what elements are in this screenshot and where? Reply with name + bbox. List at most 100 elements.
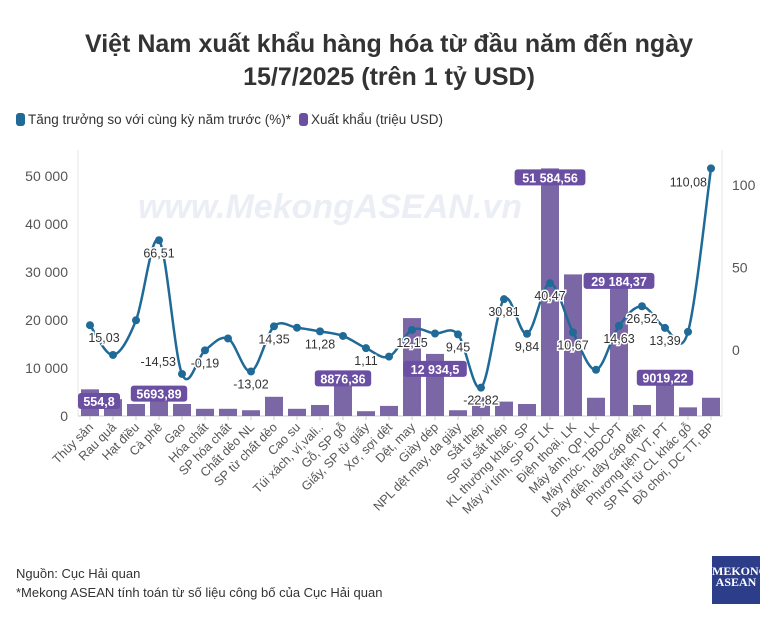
line-point	[592, 365, 600, 374]
line-point	[454, 330, 462, 339]
bar-data-label: 8876,36	[320, 372, 365, 386]
bar-data-label: 9019,22	[642, 372, 687, 386]
line-point	[270, 322, 278, 331]
left-tick-label: 0	[60, 408, 68, 424]
bar-label-bg	[130, 385, 188, 402]
line-data-label: 14,63	[603, 332, 634, 346]
left-tick-label: 10 000	[25, 360, 68, 376]
bar-data-label: 29 184,37	[591, 275, 647, 289]
line-data-label: 10,67	[557, 338, 588, 352]
bar	[196, 408, 214, 416]
bar	[472, 397, 490, 416]
right-tick-label: 0	[732, 342, 740, 358]
line-point	[247, 367, 255, 376]
line-point	[684, 327, 692, 336]
bar-label-bg	[314, 370, 372, 387]
bar	[265, 396, 283, 416]
line-point	[362, 344, 370, 353]
line-point	[155, 236, 163, 245]
line-point	[661, 323, 669, 332]
line-point	[201, 346, 209, 355]
line-point	[86, 321, 94, 330]
line-point	[132, 316, 140, 325]
bar-label-bg	[514, 169, 586, 186]
line-point	[293, 323, 301, 332]
bar	[127, 404, 145, 416]
line-data-label: 9,84	[515, 340, 539, 354]
chart-title: Việt Nam xuất khẩu hàng hóa từ đầu năm đ…	[0, 28, 778, 94]
line-point	[500, 295, 508, 304]
line-point	[178, 369, 186, 378]
line-point	[546, 279, 554, 288]
bar-label-bg	[403, 360, 467, 377]
line-point	[431, 329, 439, 338]
right-tick-label: 100	[732, 177, 756, 193]
bar	[564, 274, 582, 416]
left-tick-label: 40 000	[25, 216, 68, 232]
bar-data-label: 12 934,5	[411, 363, 460, 377]
line-point	[477, 383, 485, 392]
line-point	[109, 350, 117, 359]
bar	[357, 411, 375, 416]
bar	[380, 405, 398, 416]
line-data-label: 30,81	[488, 305, 519, 319]
bar	[219, 408, 237, 416]
legend-item-export: Xuất khẩu (triệu USD)	[298, 112, 444, 127]
line-data-label: 66,51	[143, 246, 174, 260]
line-data-label: 13,39	[649, 334, 680, 348]
line-data-label: 12,15	[396, 336, 427, 350]
title-line-2: 15/7/2025 (trên 1 tỷ USD)	[243, 63, 535, 91]
line-point	[615, 321, 623, 330]
line-point	[569, 328, 577, 337]
bar	[495, 401, 513, 416]
line-point	[385, 352, 393, 361]
line-data-label: 14,35	[258, 332, 289, 346]
left-tick-label: 50 000	[25, 168, 68, 184]
line-point	[339, 331, 347, 340]
line-point	[224, 334, 232, 343]
mekong-asean-logo: MEKONG ASEAN	[712, 556, 768, 604]
bar	[288, 408, 306, 416]
line-data-label: 110,08	[670, 175, 707, 189]
bar	[541, 168, 559, 416]
line-data-label: 40,47	[534, 289, 565, 303]
bar-label-bg	[78, 393, 120, 409]
bar	[633, 404, 651, 416]
bar	[173, 404, 191, 416]
bar-label-bg	[636, 369, 694, 386]
left-tick-label: 20 000	[25, 312, 68, 328]
line-point	[638, 302, 646, 311]
watermark: www.MekongASEAN.vn	[138, 188, 522, 226]
title-line-1: Việt Nam xuất khẩu hàng hóa từ đầu năm đ…	[84, 30, 694, 58]
legend-swatch-line	[16, 113, 25, 126]
note-text: *Mekong ASEAN tính toán từ số liệu công …	[16, 585, 383, 600]
bar	[587, 397, 605, 416]
left-tick-label: 30 000	[25, 264, 68, 280]
line-data-label: 9,45	[446, 340, 470, 354]
bar	[449, 410, 467, 416]
line-data-label: 1,11	[354, 354, 377, 368]
bar	[311, 404, 329, 416]
line-data-label: 26,52	[626, 312, 657, 326]
line-point	[316, 327, 324, 336]
source-text: Nguồn: Cục Hải quan	[16, 566, 141, 581]
line-point	[523, 329, 531, 338]
bar-data-label: 554,8	[83, 395, 114, 409]
bar-data-label: 51 584,56	[522, 171, 578, 185]
bar	[679, 407, 697, 416]
line-point	[408, 325, 416, 334]
line-data-label: 11,28	[305, 337, 335, 351]
line-point	[707, 164, 715, 173]
line-data-label: -22,82	[463, 394, 498, 408]
bar	[242, 410, 260, 416]
line-data-label: 15,03	[88, 331, 119, 345]
bar	[610, 275, 628, 416]
legend-label-export: Xuất khẩu (triệu USD)	[310, 112, 444, 127]
right-tick-label: 50	[732, 260, 748, 276]
legend: Tăng trưởng so với cùng kỳ năm trước (%)…	[16, 112, 443, 127]
legend-swatch-bar	[298, 113, 308, 126]
legend-label-growth: Tăng trưởng so với cùng kỳ năm trước (%)…	[28, 112, 291, 127]
bar	[518, 404, 536, 416]
